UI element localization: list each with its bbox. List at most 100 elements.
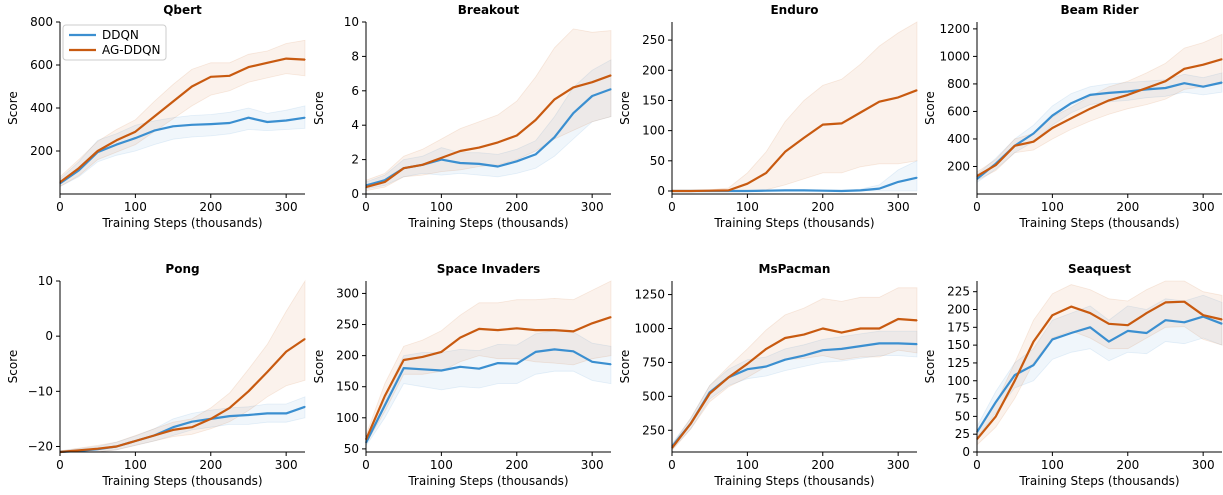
data-point <box>459 162 461 164</box>
y-tick-label: 1200 <box>939 22 970 36</box>
data-point <box>229 407 231 409</box>
band-ag-ddqn <box>976 280 1223 446</box>
data-point <box>916 177 918 179</box>
data-point <box>1014 380 1016 382</box>
data-point <box>822 190 824 192</box>
data-point <box>78 167 80 169</box>
data-point <box>690 422 692 425</box>
x-tick-label: 0 <box>56 200 64 214</box>
x-tick-label: 300 <box>275 200 298 214</box>
chart-mspacman: 0 100 200 300 250 500 750 1000 1250 MsPacman Train… <box>618 262 918 488</box>
y-tick-label: 0 <box>351 187 359 201</box>
x-axis-label: Training Steps (thousands) <box>713 474 874 488</box>
data-point <box>478 146 480 149</box>
data-point <box>995 415 997 417</box>
data-point <box>1108 92 1110 94</box>
y-tick-label: 200 <box>947 159 970 173</box>
chart-title: Enduro <box>770 3 818 17</box>
x-tick-label: 200 <box>811 458 834 472</box>
x-axis-label: Training Steps (thousands) <box>101 474 262 488</box>
data-point <box>210 418 212 420</box>
y-axis-label: Score <box>6 91 20 125</box>
y-tick-label: 400 <box>947 132 970 146</box>
data-point <box>191 85 193 88</box>
band-ag-ddqn <box>671 287 918 452</box>
data-point <box>1032 364 1035 366</box>
data-point <box>440 369 442 372</box>
chart-beam-rider: 0 100 200 300 200 400 600 800 1000 1200 Beam Rider… <box>923 3 1223 230</box>
data-point <box>1051 127 1053 129</box>
data-point <box>421 368 424 370</box>
data-point <box>784 189 786 191</box>
y-tick-label: −10 <box>28 384 53 398</box>
x-tick-label: 300 <box>1192 200 1215 214</box>
data-point <box>916 343 918 345</box>
series-line-ag-ddqn <box>365 74 612 189</box>
data-point <box>1108 99 1110 102</box>
y-tick-label: 10 <box>344 15 359 29</box>
x-tick-label: 0 <box>668 458 676 472</box>
data-point <box>115 143 118 146</box>
data-point <box>266 371 268 373</box>
data-point <box>1202 64 1204 66</box>
data-point <box>765 172 767 174</box>
data-point <box>1089 94 1091 96</box>
data-point <box>535 351 537 353</box>
data-point <box>1202 86 1204 88</box>
data-point <box>1146 332 1148 334</box>
chart-title: MsPacman <box>759 262 831 276</box>
x-tick-label: 300 <box>581 458 604 472</box>
data-point <box>591 81 593 83</box>
x-tick-label: 300 <box>887 458 910 472</box>
data-point <box>1014 145 1016 147</box>
data-point <box>304 338 306 340</box>
chart-title: Qbert <box>163 3 202 17</box>
x-tick-label: 0 <box>362 458 370 472</box>
data-point <box>553 329 556 331</box>
data-point <box>516 363 518 365</box>
data-point <box>1127 324 1129 326</box>
data-point <box>878 101 880 103</box>
y-tick-label: 50 <box>344 442 359 456</box>
data-point <box>115 139 118 141</box>
data-point <box>134 440 136 442</box>
data-point <box>478 163 480 165</box>
data-point <box>191 426 193 428</box>
y-tick-label: 150 <box>947 338 970 352</box>
data-point <box>304 406 306 408</box>
data-point <box>535 153 537 156</box>
data-point <box>229 75 231 77</box>
x-tick-label: 200 <box>199 458 222 472</box>
data-point <box>497 329 499 331</box>
data-point <box>403 367 405 369</box>
x-axis-label: Training Steps (thousands) <box>713 216 874 230</box>
series-line-ag-ddqn <box>976 58 1223 178</box>
data-point <box>153 129 155 132</box>
band-ddqn <box>976 294 1223 439</box>
data-point <box>384 404 386 406</box>
data-point <box>803 189 805 191</box>
series-line-ddqn <box>976 81 1223 180</box>
data-point <box>610 363 612 365</box>
y-axis-label: Score <box>923 350 937 384</box>
y-axis-label: Score <box>6 350 20 384</box>
data-point <box>153 116 155 118</box>
y-tick-label: 200 <box>30 144 53 158</box>
data-point <box>1164 301 1167 303</box>
y-tick-label: 4 <box>351 118 359 132</box>
data-point <box>247 66 250 68</box>
data-point <box>172 429 174 431</box>
data-point <box>572 330 574 332</box>
data-point <box>553 136 556 138</box>
data-point <box>746 183 748 185</box>
data-point <box>610 316 612 318</box>
y-tick-label: 1000 <box>634 322 665 336</box>
data-point <box>134 131 136 133</box>
data-point <box>572 350 574 352</box>
data-point <box>610 74 612 76</box>
y-tick-label: 175 <box>947 320 970 334</box>
band-ag-ddqn <box>976 33 1223 181</box>
data-point <box>153 434 155 437</box>
data-point <box>172 125 174 127</box>
